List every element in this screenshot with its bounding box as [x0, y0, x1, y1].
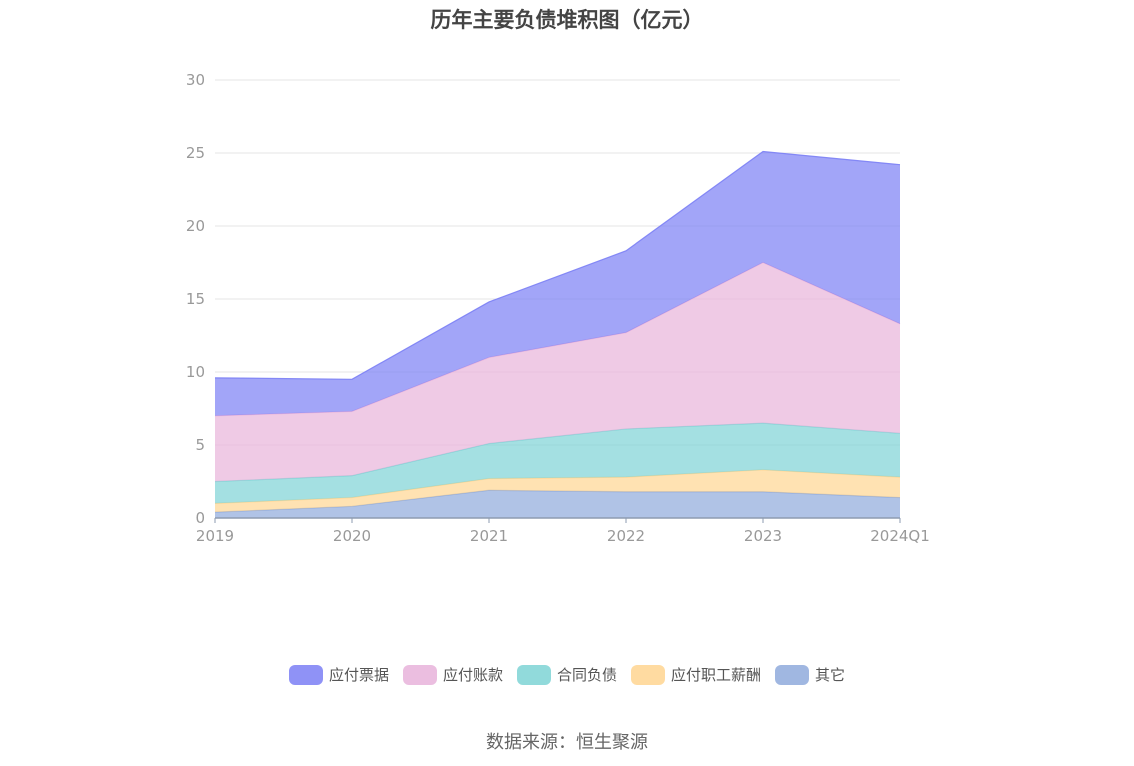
x-tick-label: 2023 — [744, 527, 782, 545]
x-tick-label: 2024Q1 — [870, 527, 930, 545]
axis-layer: 0 5 10 15 20 25 30 2019 2020 2021 2022 2023 2024Q1 — [186, 71, 930, 545]
y-tick-label: 30 — [186, 71, 205, 89]
legend-label: 应付票据 — [328, 666, 389, 684]
legend-label: 应付账款 — [442, 666, 503, 684]
y-tick-label: 25 — [186, 144, 205, 162]
x-tick-label: 2021 — [470, 527, 508, 545]
legend-label: 其它 — [815, 666, 846, 684]
x-tick-label: 2019 — [196, 527, 234, 545]
area-series — [215, 469, 900, 513]
area-series — [215, 490, 900, 518]
legend-item[interactable]: 应付票据 — [288, 664, 389, 685]
legend-item[interactable]: 应付账款 — [402, 664, 503, 685]
legend-swatch — [631, 664, 665, 685]
chart-title: 历年主要负债堆积图（亿元） — [430, 8, 704, 32]
y-tick-label: 0 — [195, 509, 205, 527]
legend-item[interactable]: 合同负债 — [516, 664, 617, 685]
series-line — [214, 150, 901, 380]
area-series — [215, 151, 900, 416]
legend-label: 应付职工薪酬 — [671, 666, 762, 684]
x-tick-label: 2022 — [607, 527, 645, 545]
y-tick-label: 15 — [186, 290, 205, 308]
area-series — [215, 262, 900, 482]
x-tick-label: 2020 — [333, 527, 371, 545]
source-note: 数据来源：恒生聚源 — [486, 732, 648, 753]
legend-swatch — [288, 664, 323, 685]
legend-item[interactable]: 应付职工薪酬 — [631, 664, 761, 685]
area-series — [215, 423, 900, 504]
y-tick-label: 20 — [186, 217, 205, 235]
y-tick-label: 10 — [186, 363, 205, 381]
legend-label: 合同负债 — [556, 666, 617, 684]
area-layer — [214, 150, 901, 518]
legend-swatch — [516, 664, 551, 685]
y-tick-label: 5 — [195, 436, 205, 454]
legend-item[interactable]: 其它 — [775, 664, 845, 685]
legend-swatch — [402, 664, 437, 685]
legend-swatch — [775, 664, 810, 685]
legend: 应付票据 应付账款 合同负债 应付职工薪酬 其它 — [0, 664, 1134, 685]
